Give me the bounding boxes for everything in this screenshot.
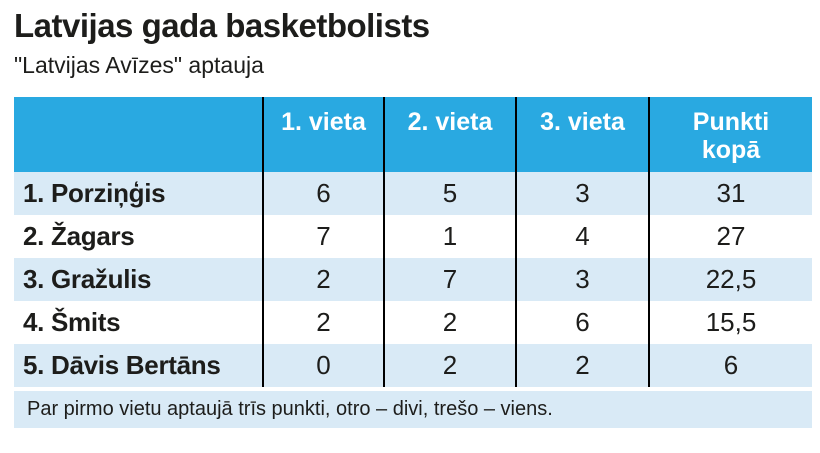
player-name: 4. Šmits bbox=[23, 306, 121, 337]
column-header-player bbox=[14, 97, 262, 172]
page-subtitle: "Latvijas Avīzes" aptauja bbox=[14, 51, 264, 78]
third-place-votes: 3 bbox=[515, 257, 648, 301]
points-total: 31 bbox=[648, 171, 812, 215]
third-place-votes: 4 bbox=[515, 214, 648, 258]
player-name: 2. Žagars bbox=[23, 220, 135, 251]
column-header-points-total-label: Punkti kopā bbox=[692, 107, 770, 165]
third-place-votes: 6 bbox=[515, 300, 648, 344]
first-place-votes: 2 bbox=[262, 257, 383, 301]
first-place-votes: 2 bbox=[262, 300, 383, 344]
table-row: 3. Gražulis 2 7 3 22,5 bbox=[14, 257, 812, 301]
third-place-votes: 3 bbox=[515, 171, 648, 215]
points-total: 27 bbox=[648, 214, 812, 258]
infographic: Latvijas gada basketbolists "Latvijas Av… bbox=[14, 7, 812, 428]
first-place-votes: 0 bbox=[262, 343, 383, 387]
points-total: 22,5 bbox=[648, 257, 812, 301]
table-footnote: Par pirmo vietu aptaujā trīs punkti, otr… bbox=[14, 390, 812, 428]
first-place-votes: 6 bbox=[262, 171, 383, 215]
page-title: Latvijas gada basketbolists bbox=[14, 7, 430, 44]
column-header-first-place: 1. vieta bbox=[262, 96, 383, 172]
player-name: 5. Dāvis Bertāns bbox=[23, 349, 221, 380]
second-place-votes: 1 bbox=[383, 214, 515, 258]
points-total: 6 bbox=[648, 343, 812, 387]
second-place-votes: 5 bbox=[383, 171, 515, 215]
results-table: 1. vieta 2. vieta 3. vieta Punkti kopā 1… bbox=[14, 96, 812, 387]
table-row: 5. Dāvis Bertāns 0 2 2 6 bbox=[14, 343, 812, 387]
second-place-votes: 2 bbox=[383, 343, 515, 387]
second-place-votes: 2 bbox=[383, 300, 515, 344]
table-row: 1. Porziņģis 6 5 3 31 bbox=[14, 171, 812, 215]
points-total: 15,5 bbox=[648, 300, 812, 344]
player-name: 3. Gražulis bbox=[23, 263, 152, 294]
table-row: 4. Šmits 2 2 6 15,5 bbox=[14, 300, 812, 344]
second-place-votes: 7 bbox=[383, 257, 515, 301]
column-header-points-total: Punkti kopā bbox=[648, 96, 812, 172]
column-header-second-place: 2. vieta bbox=[383, 96, 515, 172]
table-header-row: 1. vieta 2. vieta 3. vieta Punkti kopā bbox=[14, 96, 812, 172]
first-place-votes: 7 bbox=[262, 214, 383, 258]
third-place-votes: 2 bbox=[515, 343, 648, 387]
table-row: 2. Žagars 7 1 4 27 bbox=[14, 214, 812, 258]
player-name: 1. Porziņģis bbox=[23, 177, 166, 208]
column-header-third-place: 3. vieta bbox=[515, 96, 648, 172]
